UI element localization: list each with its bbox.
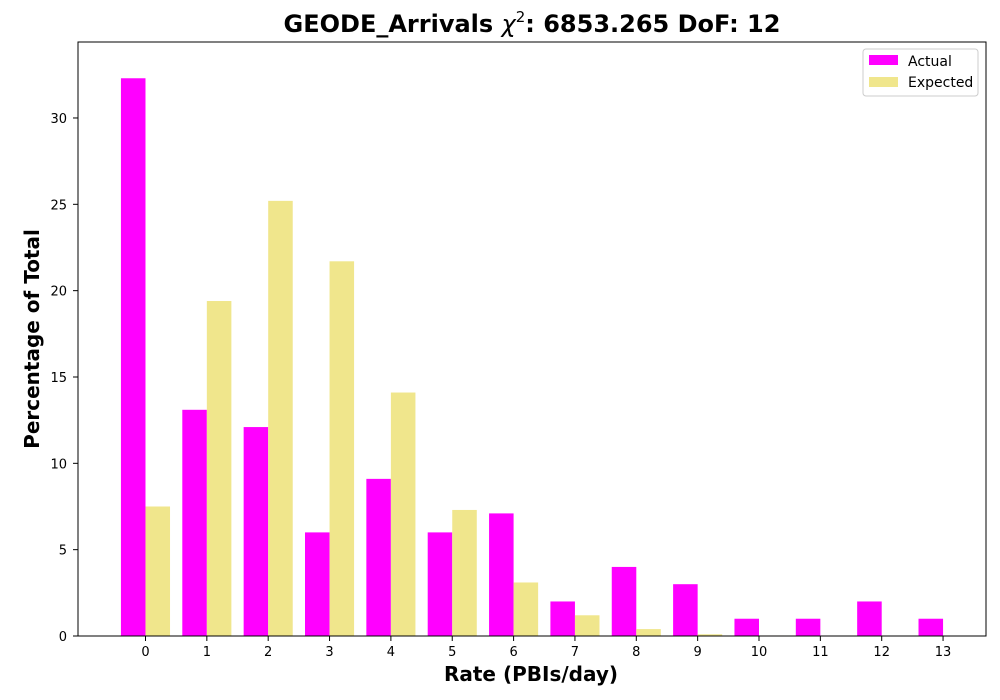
x-tick-label-10: 10	[751, 645, 768, 660]
bar-actual-2	[243, 427, 269, 636]
y-tick-label-5: 5	[59, 544, 67, 559]
chart-title-superscript: 2	[516, 8, 526, 26]
legend: Actual Expected	[862, 48, 979, 97]
x-tick-label-11: 11	[812, 645, 829, 660]
legend-label-expected: Expected	[908, 75, 973, 91]
bar-actual-4	[366, 478, 391, 636]
bar-actual-12	[857, 601, 882, 636]
chart-title: GEODE_Arrivals χ2: 6853.265 DoF: 12	[284, 8, 781, 38]
bar-actual-8	[611, 566, 637, 636]
chart-title-chi: χ	[500, 10, 517, 38]
bar-actual-11	[795, 618, 821, 636]
x-tick-label-5: 5	[448, 645, 456, 660]
x-tick-label-8: 8	[632, 645, 640, 660]
bar-actual-13	[918, 618, 944, 636]
bar-expected-3	[329, 261, 355, 636]
y-tick-label-0: 0	[59, 630, 67, 645]
bar-expected-8	[636, 629, 661, 636]
legend-swatch-actual	[869, 55, 898, 65]
x-tick-label-13: 13	[935, 645, 952, 660]
bar-actual-3	[305, 532, 330, 636]
x-tick-label-1: 1	[203, 645, 211, 660]
chart-title-suffix: : 6853.265 DoF: 12	[525, 10, 780, 38]
x-tick-label-12: 12	[873, 645, 890, 660]
bar-expected-9	[697, 634, 723, 636]
y-tick-label-10: 10	[50, 457, 67, 472]
bars-layer	[120, 78, 944, 637]
bar-actual-6	[489, 513, 514, 636]
bar-actual-10	[734, 618, 759, 636]
y-tick-label-25: 25	[50, 198, 67, 213]
x-tick-label-4: 4	[387, 645, 395, 660]
x-axis-label: Rate (PBIs/day)	[444, 662, 618, 686]
x-tick-label-0: 0	[141, 645, 149, 660]
bar-actual-1	[182, 409, 207, 636]
bar-actual-9	[673, 584, 698, 636]
x-tick-label-3: 3	[325, 645, 333, 660]
legend-label-actual: Actual	[908, 54, 952, 70]
y-tick-label-30: 30	[50, 112, 67, 127]
x-tick-label-7: 7	[571, 645, 579, 660]
y-tick-label-15: 15	[50, 371, 67, 386]
bar-actual-0	[120, 78, 146, 637]
x-tick-label-2: 2	[264, 645, 272, 660]
y-tick-label-20: 20	[50, 285, 67, 300]
bar-expected-1	[206, 301, 232, 636]
x-tick-label-6: 6	[509, 645, 517, 660]
bar-expected-6	[513, 582, 539, 636]
bar-expected-7	[574, 615, 600, 636]
y-axis-label: Percentage of Total	[20, 229, 44, 449]
bar-expected-0	[145, 506, 171, 636]
bar-expected-2	[268, 200, 293, 636]
plot-frame	[77, 41, 987, 637]
bar-expected-4	[390, 392, 416, 636]
bar-actual-5	[427, 532, 453, 636]
legend-swatch-expected	[869, 77, 898, 87]
x-tick-label-9: 9	[694, 645, 702, 660]
bar-expected-5	[452, 509, 477, 636]
chart-title-prefix: GEODE_Arrivals	[284, 10, 502, 38]
bar-actual-7	[550, 601, 575, 636]
